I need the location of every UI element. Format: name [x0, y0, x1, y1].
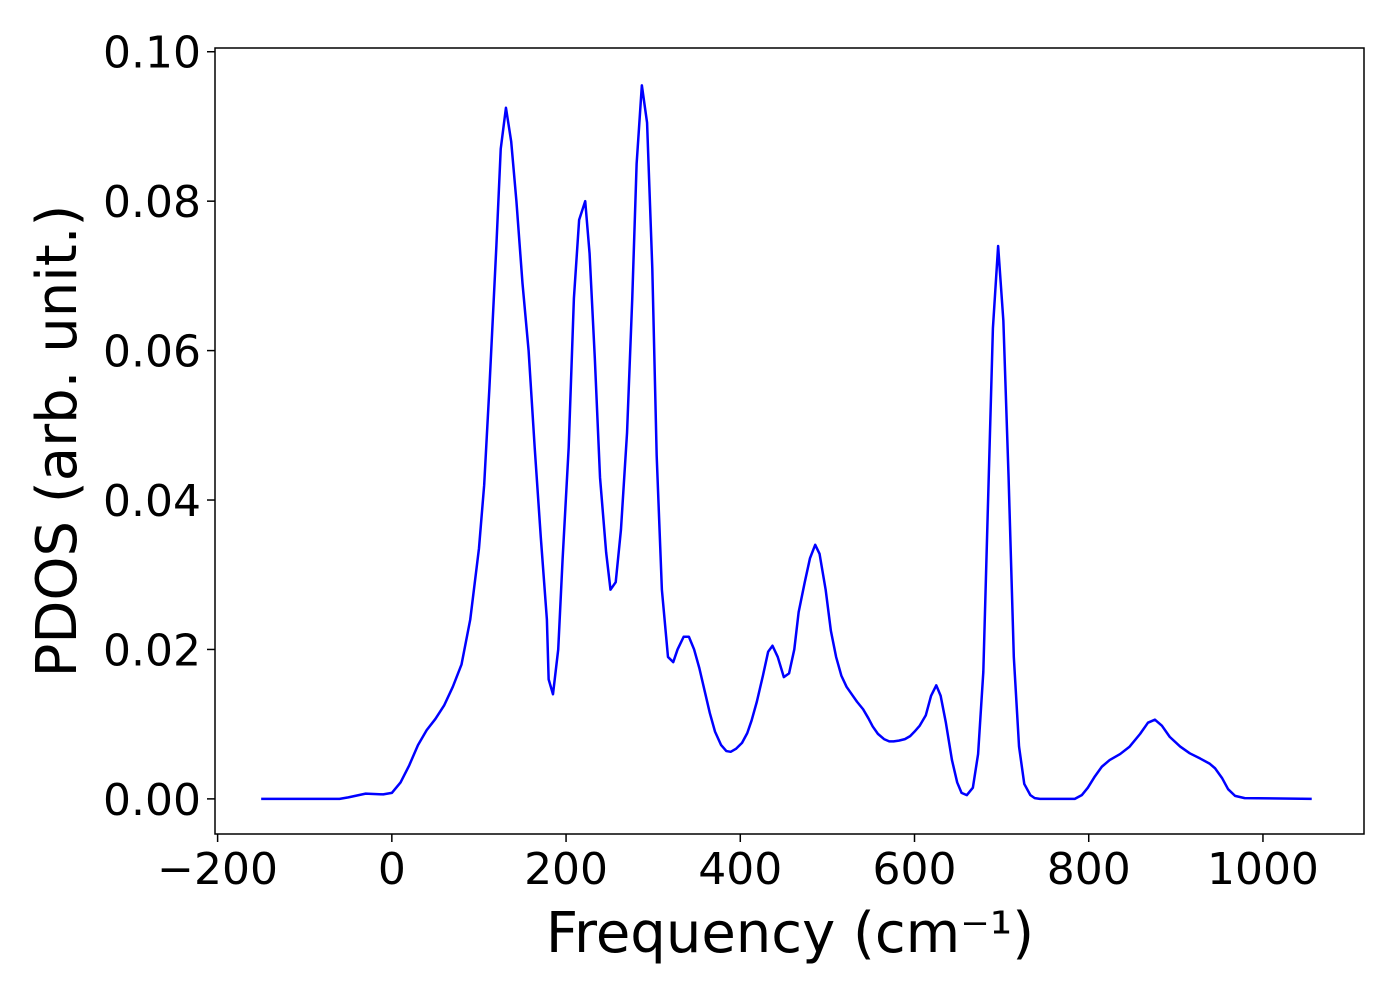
y-tick-label: 0.04	[103, 476, 201, 527]
y-tick-label: 0.08	[103, 177, 201, 228]
x-tick-label: 800	[1047, 844, 1131, 895]
y-tick-label: 0.00	[103, 775, 201, 826]
x-tick-label: 600	[873, 844, 957, 895]
x-axis-label: Frequency (cm⁻¹)	[546, 901, 1034, 966]
y-axis-label: PDOS (arb. unit.)	[25, 205, 90, 678]
plot-frame	[214, 47, 1365, 835]
y-tick-label: 0.06	[103, 327, 201, 378]
x-tick-label: 200	[524, 844, 608, 895]
y-tick-label: 0.02	[103, 625, 201, 676]
x-tick-label: 400	[698, 844, 782, 895]
x-tick-label: 0	[378, 844, 406, 895]
y-tick-label: 0.10	[103, 28, 201, 79]
pdos-line	[261, 84, 1312, 801]
x-tick-label: 1000	[1207, 844, 1319, 895]
x-tick-label: −200	[157, 844, 278, 895]
